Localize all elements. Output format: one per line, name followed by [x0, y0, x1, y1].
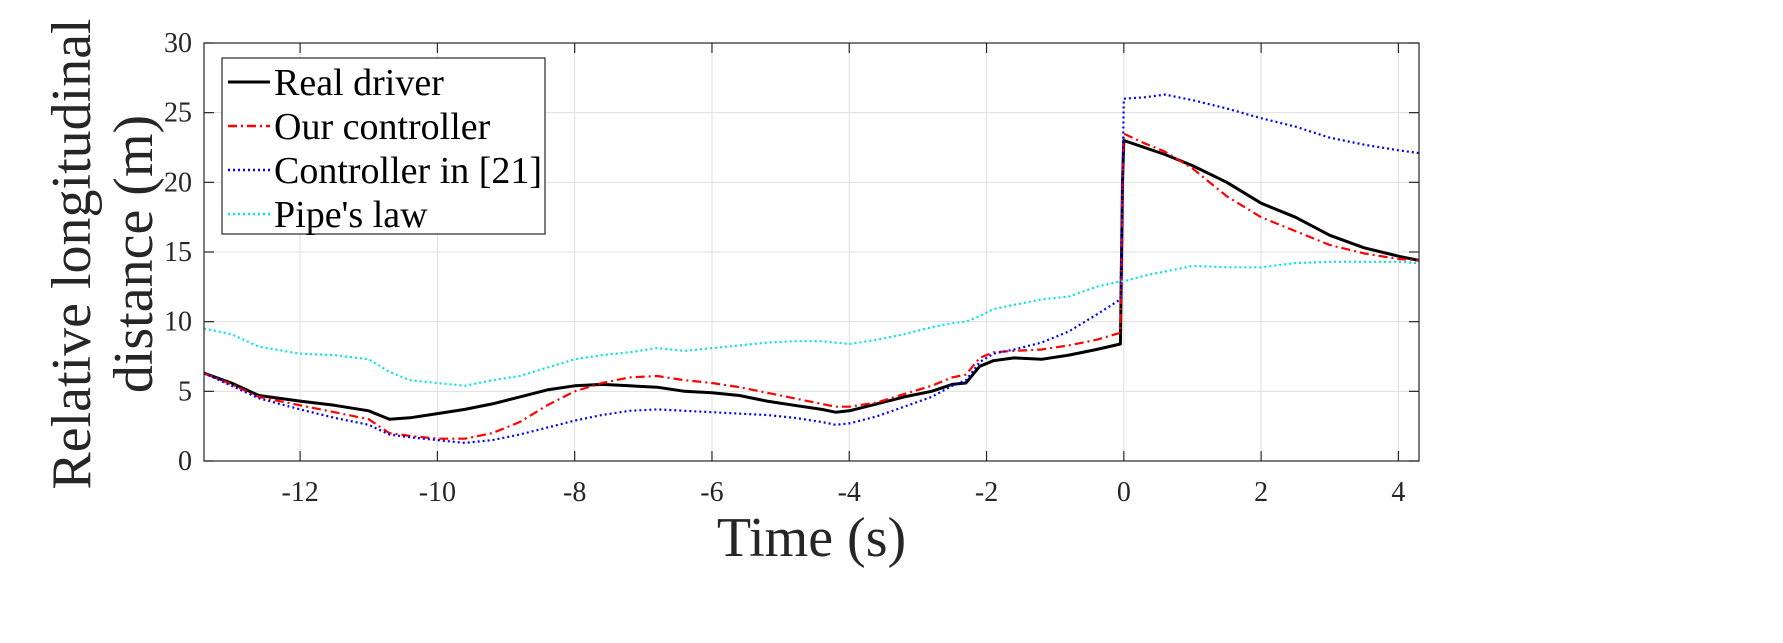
- y-tick-label: 20: [164, 167, 192, 198]
- axis-ticks: [204, 42, 1419, 462]
- legend-label: Our controller: [274, 106, 491, 148]
- series-line-2: [204, 93, 1419, 444]
- y-axis-label-line-2: distance (m): [103, 115, 165, 393]
- y-tick-label: 5: [178, 376, 192, 407]
- y-axis-label-line-1: Relative longitudinal: [41, 18, 103, 489]
- x-tick-label: -2: [975, 477, 998, 508]
- y-tick-label: 10: [164, 307, 192, 338]
- legend-label: Real driver: [274, 62, 444, 104]
- series-line-1: [204, 132, 1419, 440]
- x-tick-label: -12: [281, 477, 318, 508]
- x-axis-label: Time (s): [717, 507, 906, 569]
- x-tick-label: 4: [1391, 477, 1405, 508]
- legend-label: Controller in [21]: [274, 150, 542, 192]
- legend-label: Pipe's law: [274, 194, 428, 236]
- series-line-3: [204, 260, 1419, 387]
- x-tick-label: -6: [700, 477, 723, 508]
- y-tick-labels: 0 5 10 15 20 25 30: [164, 28, 192, 477]
- x-tick-label: 2: [1254, 477, 1268, 508]
- x-tick-labels: -12 -10 -8 -6 -4 -2 0 2 4: [281, 477, 1405, 508]
- x-tick-label: -4: [838, 477, 861, 508]
- legend-box: [221, 57, 546, 235]
- x-tick-label: -8: [563, 477, 586, 508]
- series-group: [204, 93, 1419, 444]
- x-tick-label: -10: [419, 477, 456, 508]
- series-line-0: [204, 139, 1419, 421]
- x-tick-label: 0: [1117, 477, 1131, 508]
- y-tick-label: 30: [164, 28, 192, 59]
- y-tick-label: 0: [178, 446, 192, 477]
- y-tick-label: 15: [164, 237, 192, 268]
- y-tick-label: 25: [164, 98, 192, 129]
